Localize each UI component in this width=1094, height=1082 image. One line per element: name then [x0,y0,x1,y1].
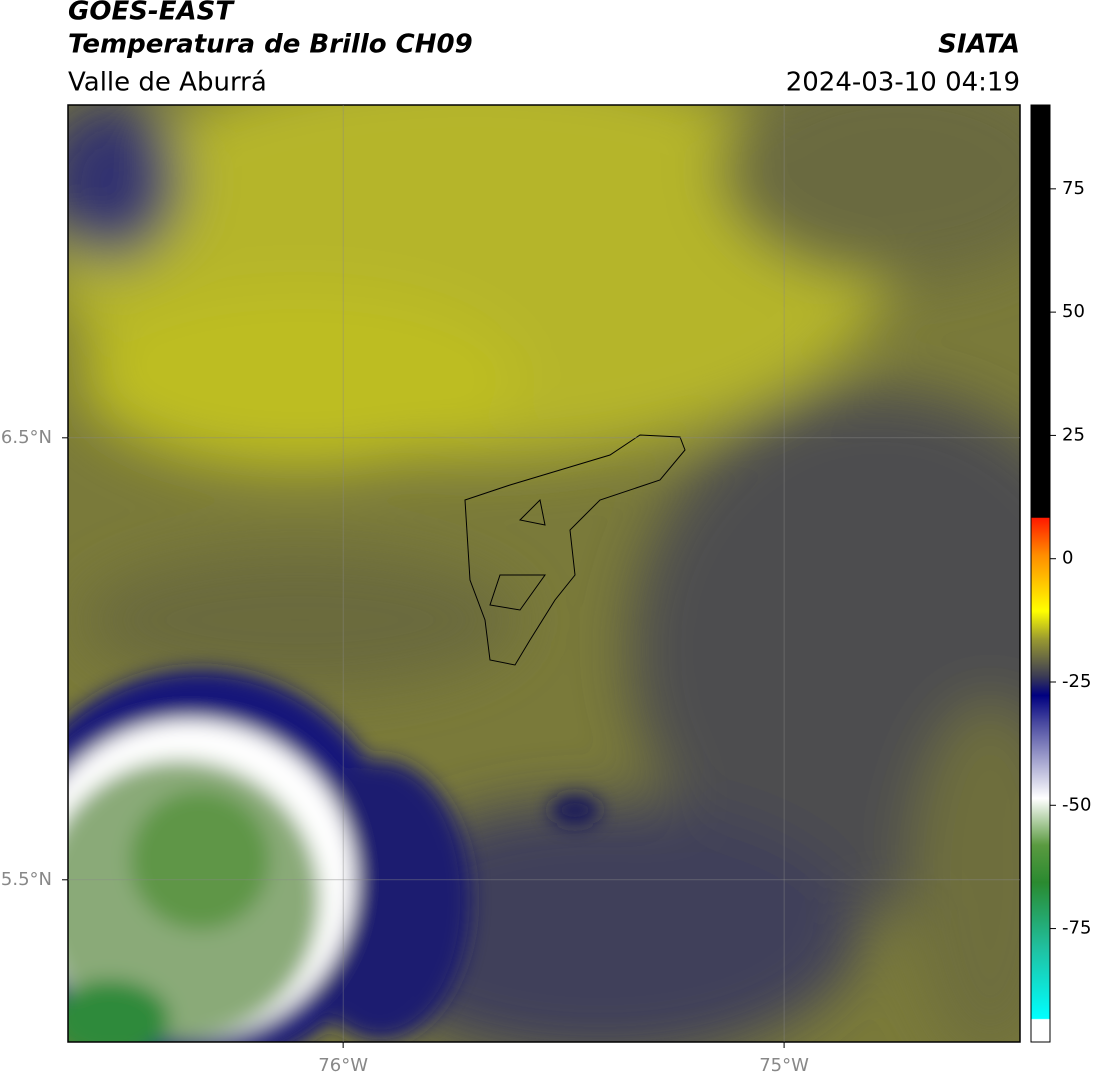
colorbar-tick-label: -75 [1062,918,1091,939]
colorbar-tick-label: -50 [1062,794,1091,815]
brightness-field [68,105,1020,1042]
map-frame [67,104,1021,1043]
colorbar-tick-label: -25 [1062,671,1091,692]
colorbar-tick-label: 50 [1062,301,1085,322]
x-tick-label: 75°W [759,1055,809,1076]
y-tick-label: 6.5°N [1,427,52,448]
datetime: 2024-03-10 04:19 [786,68,1020,98]
valley-boundary [464,434,686,666]
subtitle: Temperatura de Brillo CH09 [68,30,473,60]
colorbar-tick-label: 75 [1062,178,1085,199]
colorbar [1030,104,1051,1043]
y-tick-label: 5.5°N [1,869,52,890]
title: GOES-EAST [68,0,235,27]
colorbar-tick-label: 0 [1062,548,1073,569]
x-tick-label: 76°W [318,1055,368,1076]
colorbar-tick-label: 25 [1062,424,1085,445]
source: SIATA [938,30,1020,60]
region: Valle de Aburrá [68,68,267,98]
